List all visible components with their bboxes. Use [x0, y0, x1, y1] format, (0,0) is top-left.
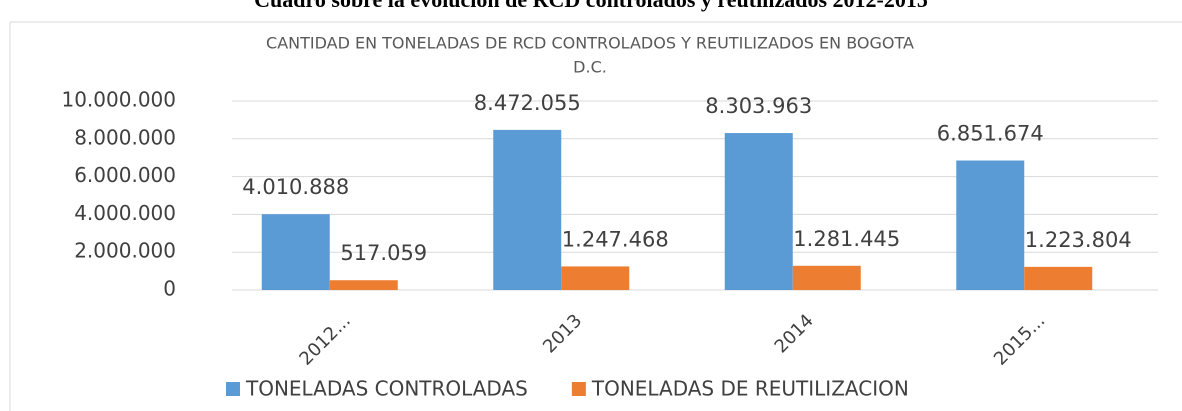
y-tick-label: 4.000.000: [74, 201, 176, 225]
data-label: 6.851.674: [937, 122, 1044, 146]
data-label: 8.303.963: [705, 94, 812, 118]
data-label: 4.010.888: [242, 175, 349, 199]
y-tick-label: 2.000.000: [74, 239, 176, 263]
legend-swatch: [226, 382, 240, 396]
chart-title: CANTIDAD EN TONELADAS DE RCD CONTROLADOS…: [266, 34, 914, 53]
bar: [493, 129, 562, 290]
y-tick-label: 10.000.000: [61, 88, 176, 112]
chart-title: D.C.: [573, 58, 607, 77]
bar: [329, 280, 398, 290]
data-label: 8.472.055: [474, 91, 581, 115]
bar: [724, 133, 793, 290]
data-label: 1.281.445: [793, 227, 900, 251]
data-label: 1.247.468: [562, 227, 669, 251]
bar: [1024, 266, 1093, 290]
y-tick-label: 0: [163, 277, 176, 301]
y-tick-label: 6.000.000: [74, 163, 176, 187]
legend-swatch: [571, 382, 586, 396]
legend-label: TONELADAS CONTROLADAS: [245, 377, 528, 401]
bar: [792, 265, 861, 290]
legend-label: TONELADAS DE REUTILIZACION: [591, 377, 909, 401]
caption: Cuadro sobre la evolución de RCD control…: [254, 0, 928, 12]
bar: [261, 214, 330, 290]
data-label: 517.059: [340, 241, 427, 265]
y-tick-label: 8.000.000: [74, 125, 176, 149]
bar: [956, 160, 1025, 290]
bar: [561, 266, 630, 290]
data-label: 1.223.804: [1025, 228, 1132, 252]
